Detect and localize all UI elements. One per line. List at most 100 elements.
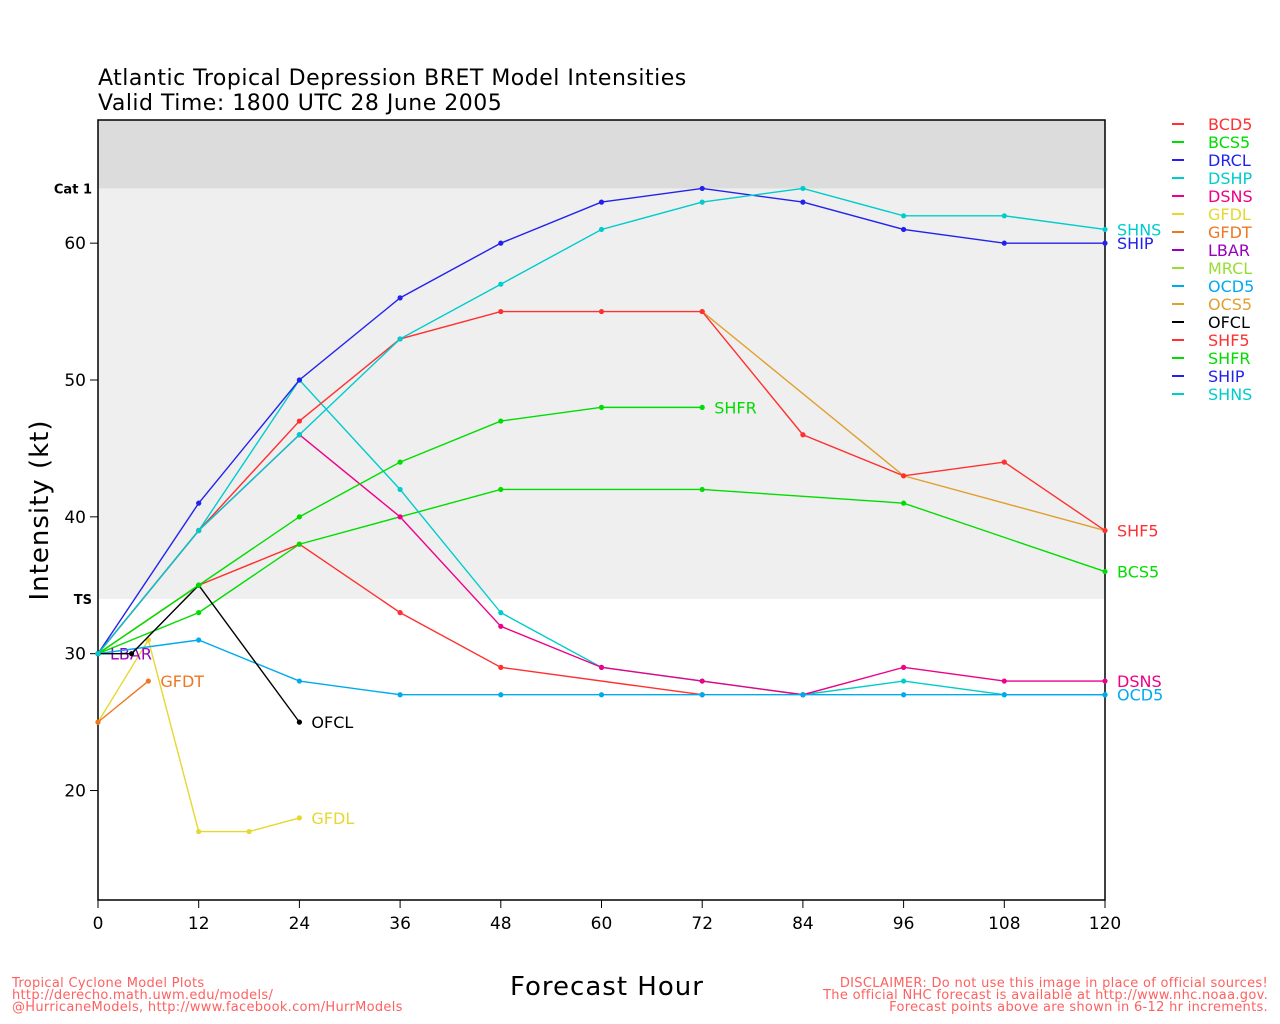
legend-label: DRCL bbox=[1208, 150, 1251, 170]
band-label: Cat 1 bbox=[54, 182, 92, 197]
data-point-shns bbox=[1001, 213, 1007, 219]
data-point-shfr bbox=[397, 459, 403, 465]
x-tick-label: 60 bbox=[591, 914, 613, 934]
data-point-dsns bbox=[901, 664, 907, 670]
data-point-dsns bbox=[397, 514, 403, 520]
data-point-ocd5 bbox=[699, 692, 705, 698]
legend-item-ocs5: OCS5 bbox=[1172, 294, 1254, 314]
x-tick-label: 24 bbox=[289, 914, 311, 934]
legend-item-drcl: DRCL bbox=[1172, 150, 1254, 170]
data-point-shns bbox=[95, 651, 101, 657]
legend-swatch bbox=[1172, 303, 1184, 305]
legend-item-bcs5: BCS5 bbox=[1172, 132, 1254, 152]
data-point-ocd5 bbox=[800, 692, 806, 698]
y-tick-label: 30 bbox=[64, 645, 86, 665]
series-end-label-gfdl: GFDL bbox=[311, 809, 354, 828]
legend-label: SHNS bbox=[1208, 384, 1253, 404]
y-tick-label: 60 bbox=[64, 234, 86, 254]
data-point-shns bbox=[498, 281, 504, 287]
legend-label: BCS5 bbox=[1208, 132, 1251, 152]
series-end-label-ocd5: OCD5 bbox=[1117, 686, 1163, 705]
data-point-gfdl bbox=[246, 828, 252, 835]
legend-label: GFDT bbox=[1208, 222, 1252, 242]
y-axis-label: Intensity (kt) bbox=[25, 420, 55, 601]
data-point-ocd5 bbox=[901, 692, 907, 698]
legend-label: OCS5 bbox=[1208, 294, 1253, 314]
legend-label: SHFR bbox=[1208, 348, 1251, 368]
legend-label: SHF5 bbox=[1208, 330, 1250, 350]
legend-label: OFCL bbox=[1208, 312, 1250, 332]
series-line-gfdt bbox=[97, 680, 149, 723]
footer-left-line: @HurricaneModels, http://www.facebook.co… bbox=[12, 1000, 403, 1015]
data-point-ship bbox=[1102, 240, 1108, 246]
data-point-bcs5 bbox=[901, 500, 907, 506]
data-point-dshp bbox=[397, 486, 403, 493]
legend-item-dsns: DSNS bbox=[1172, 186, 1254, 206]
data-point-gfdt bbox=[145, 678, 151, 684]
series-end-label-ofcl: OFCL bbox=[311, 713, 353, 732]
y-tick-label: 20 bbox=[64, 782, 86, 802]
y-tick-label: 50 bbox=[64, 371, 86, 391]
intensity-band-cat-1 bbox=[98, 120, 1105, 189]
series-line-ofcl bbox=[98, 584, 300, 723]
x-tick-label: 120 bbox=[1089, 914, 1121, 934]
intensity-band-ts bbox=[98, 188, 1105, 599]
data-point-shf5 bbox=[296, 418, 302, 424]
data-point-ship bbox=[397, 295, 403, 301]
footer-left: Tropical Cyclone Model Plots http://dere… bbox=[12, 977, 403, 1015]
chart-title: Atlantic Tropical Depression BRET Model … bbox=[98, 66, 687, 91]
legend-swatch bbox=[1172, 195, 1184, 197]
data-point-gfdl bbox=[296, 815, 302, 821]
legend-label: OCD5 bbox=[1208, 276, 1255, 296]
legend-swatch bbox=[1172, 375, 1184, 377]
data-point-shf5 bbox=[699, 308, 705, 315]
data-point-ocd5 bbox=[1102, 692, 1108, 698]
series-end-label-shf5: SHF5 bbox=[1117, 522, 1159, 541]
data-point-ocd5 bbox=[196, 637, 202, 643]
legend-swatch bbox=[1172, 213, 1184, 215]
legend-swatch bbox=[1172, 267, 1184, 269]
legend-swatch bbox=[1172, 249, 1184, 251]
data-point-shns bbox=[800, 185, 806, 192]
data-point-ocd5 bbox=[296, 678, 302, 684]
data-point-bcd5 bbox=[397, 610, 403, 616]
data-point-ofcl bbox=[296, 719, 302, 725]
data-point-dsns bbox=[699, 678, 705, 684]
data-point-ship bbox=[1001, 240, 1007, 246]
data-point-shfr bbox=[296, 514, 302, 520]
legend-item-shns: SHNS bbox=[1172, 384, 1254, 404]
data-point-shns bbox=[397, 336, 403, 342]
legend-swatch bbox=[1172, 159, 1184, 161]
series-end-label-ship: SHIP bbox=[1117, 234, 1154, 253]
x-tick-label: 108 bbox=[988, 914, 1020, 934]
series-end-label-shfr: SHFR bbox=[714, 398, 757, 417]
data-point-dshp bbox=[901, 678, 907, 684]
footer-right-line: The official NHC forecast is available a… bbox=[823, 988, 1268, 1003]
data-point-shns bbox=[598, 226, 605, 233]
data-point-dsns bbox=[498, 623, 504, 629]
chart-legend: BCD5 BCS5 DRCL DSHP DSNS GFDL GFDT LBAR MRCL OCD5… bbox=[1172, 115, 1255, 404]
legend-item-lbar: LBAR bbox=[1172, 241, 1254, 260]
data-point-ocd5 bbox=[598, 692, 605, 698]
data-point-ship bbox=[800, 199, 806, 205]
data-point-bcs5 bbox=[498, 486, 504, 493]
series-end-label-dsns: DSNS bbox=[1117, 672, 1162, 691]
x-tick-label: 36 bbox=[389, 914, 411, 934]
x-tick-label: 48 bbox=[490, 914, 512, 934]
footer-right: DISCLAIMER: Do not use this image in pla… bbox=[823, 977, 1268, 1014]
legend-swatch bbox=[1172, 339, 1184, 341]
legend-item-bcd5: BCD5 bbox=[1172, 115, 1254, 134]
legend-item-shfr: SHFR bbox=[1172, 348, 1254, 368]
data-point-shf5 bbox=[800, 432, 806, 438]
legend-item-gfdl: GFDL bbox=[1172, 205, 1254, 224]
legend-swatch bbox=[1172, 177, 1184, 179]
legend-item-mrcl: MRCL bbox=[1172, 259, 1254, 278]
data-point-ship bbox=[699, 185, 705, 192]
series-end-label-shns: SHNS bbox=[1117, 220, 1161, 239]
data-point-shfr bbox=[699, 404, 705, 410]
data-point-ship bbox=[296, 377, 302, 383]
data-point-bcs5 bbox=[196, 610, 202, 616]
legend-label: DSNS bbox=[1208, 186, 1253, 206]
series-end-label-bcs5: BCS5 bbox=[1117, 563, 1159, 582]
